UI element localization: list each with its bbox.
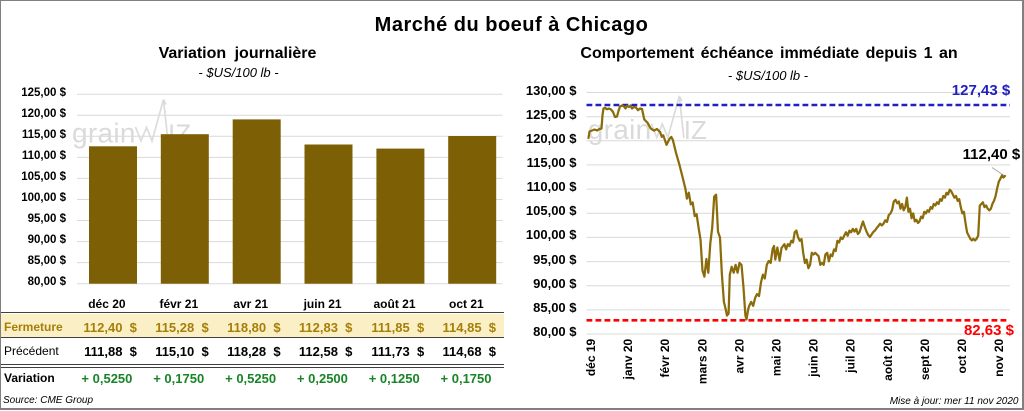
svg-text:mai 20: mai 20 — [770, 338, 784, 376]
svg-text:févr 20: févr 20 — [658, 338, 672, 377]
svg-text:IZ: IZ — [684, 115, 707, 145]
svg-text:oct 20: oct 20 — [955, 338, 969, 373]
svg-text:grain: grain — [72, 118, 136, 149]
svg-text:août 20: août 20 — [881, 338, 895, 380]
svg-text:janv 20: janv 20 — [621, 338, 635, 380]
svg-text:juin 20: juin 20 — [807, 338, 821, 377]
svg-text:mars 20: mars 20 — [695, 338, 709, 384]
svg-text:avr 20: avr 20 — [732, 338, 746, 373]
svg-text:sept 20: sept 20 — [918, 338, 932, 380]
svg-text:juil 20: juil 20 — [844, 338, 858, 373]
svg-text:déc 19: déc 19 — [584, 338, 598, 376]
svg-text:nov 20: nov 20 — [992, 338, 1006, 376]
